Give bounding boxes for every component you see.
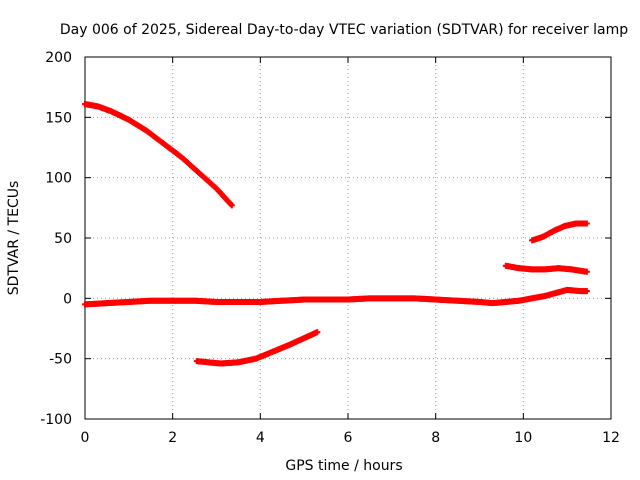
x-tick-label: 12 bbox=[602, 430, 620, 446]
series-arc-2 bbox=[82, 286, 590, 308]
data-series bbox=[82, 101, 590, 367]
data-point bbox=[583, 288, 590, 295]
y-tick-label: 100 bbox=[45, 171, 72, 187]
y-tick-label: 200 bbox=[45, 50, 72, 66]
x-tick-label: 8 bbox=[431, 430, 440, 446]
x-tick-label: 6 bbox=[344, 430, 353, 446]
series-arc-5 bbox=[529, 220, 590, 244]
chart-title: Day 006 of 2025, Sidereal Day-to-day VTE… bbox=[60, 22, 628, 38]
data-point bbox=[228, 202, 235, 209]
x-tick-label: 4 bbox=[256, 430, 265, 446]
x-tick-label: 10 bbox=[514, 430, 532, 446]
axis-ticks: 0 2 4 6 8 10 12 -100 -50 0 50 100 150 200 bbox=[40, 50, 620, 446]
data-point bbox=[583, 220, 590, 227]
data-point bbox=[314, 329, 321, 336]
y-tick-label: 50 bbox=[54, 231, 72, 247]
y-axis-title: SDTVAR / TECUs bbox=[6, 181, 22, 296]
grid bbox=[85, 57, 611, 419]
x-tick-label: 0 bbox=[81, 430, 90, 446]
series-arc-1 bbox=[82, 101, 235, 209]
x-axis-title: GPS time / hours bbox=[285, 458, 402, 474]
y-tick-label: 150 bbox=[45, 110, 72, 126]
y-tick-label: 0 bbox=[63, 291, 72, 307]
x-tick-label: 2 bbox=[168, 430, 177, 446]
series-arc-4 bbox=[502, 262, 590, 275]
data-point bbox=[583, 268, 590, 275]
y-tick-label: -100 bbox=[40, 412, 72, 428]
y-tick-label: -50 bbox=[49, 352, 72, 368]
series-arc-3 bbox=[193, 329, 321, 367]
